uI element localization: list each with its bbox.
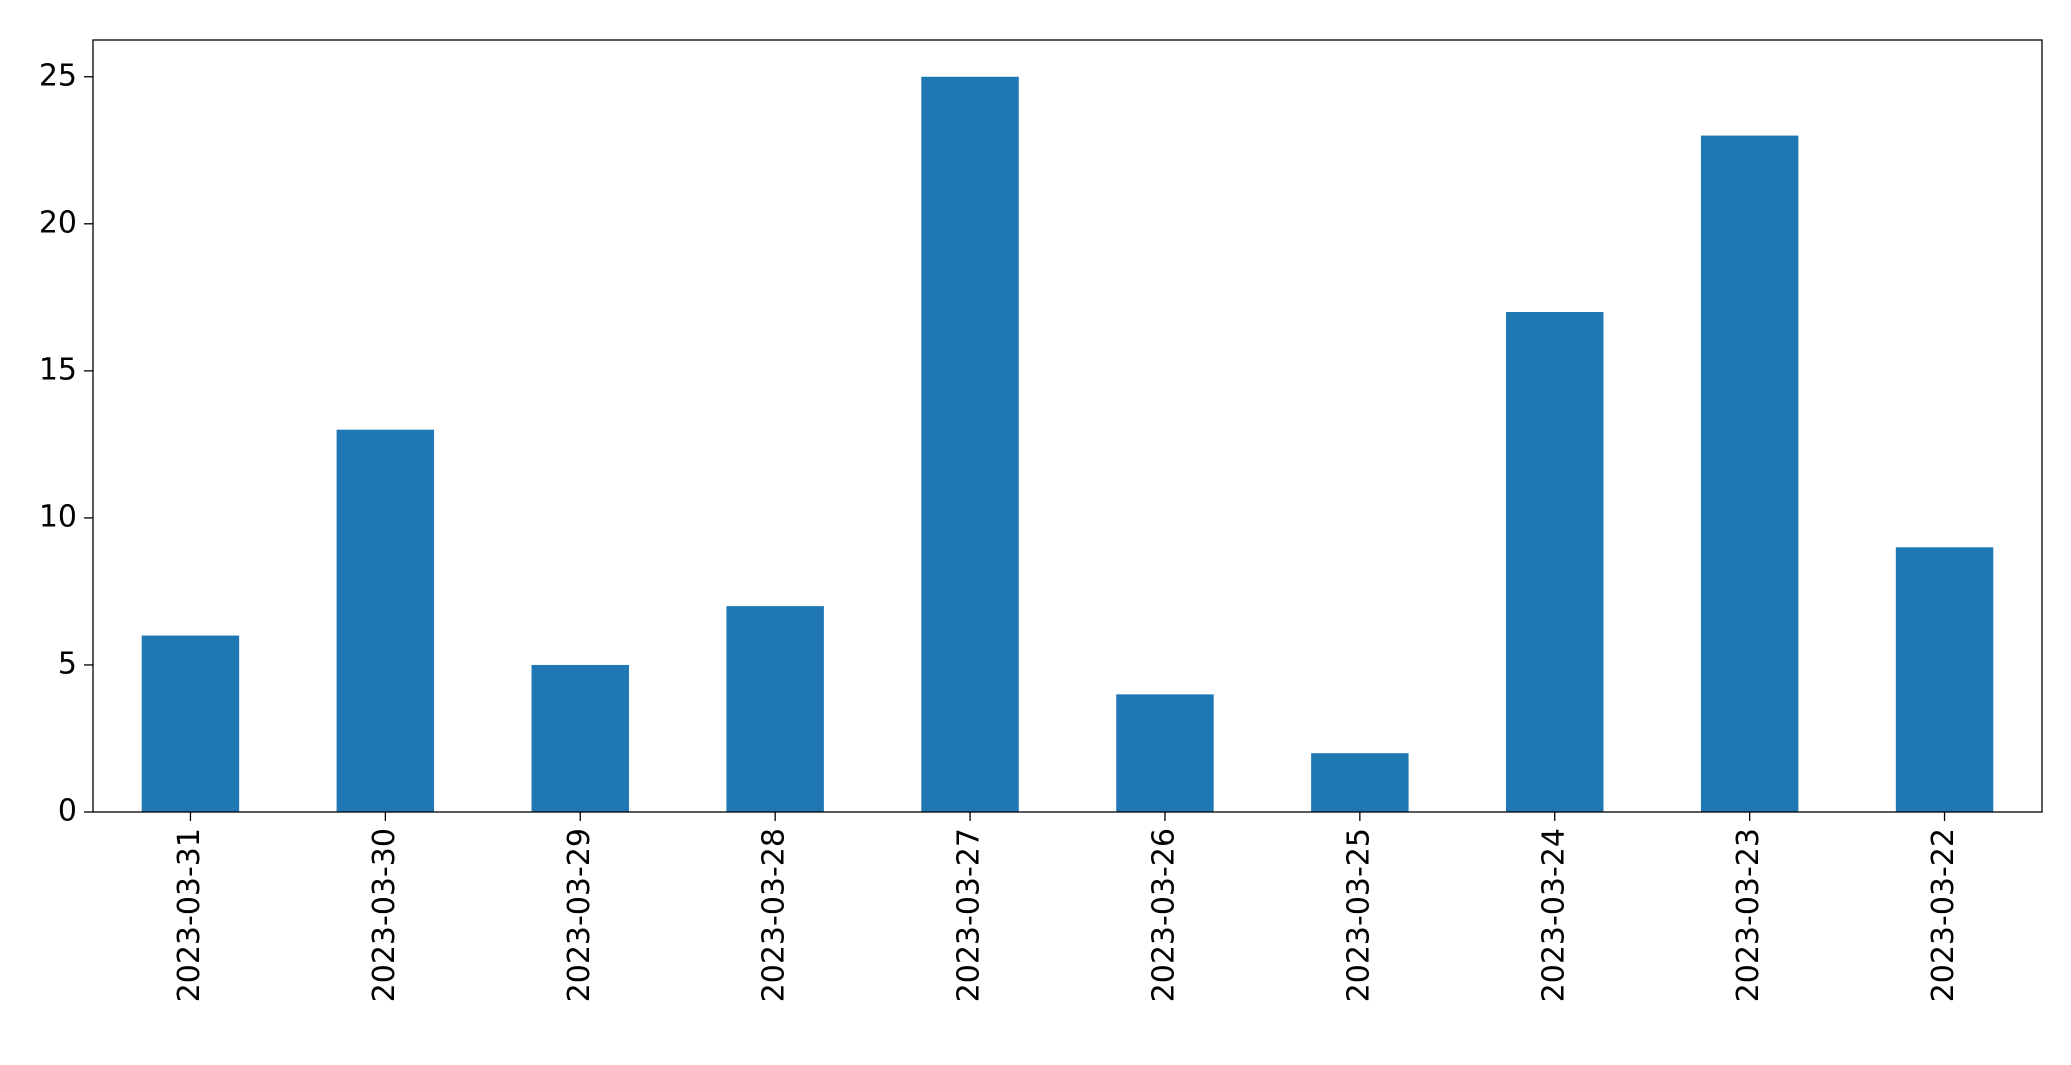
bar	[1116, 694, 1214, 812]
x-tick-label: 2023-03-29	[562, 828, 597, 1002]
x-tick-label: 2023-03-23	[1731, 828, 1766, 1002]
bar	[336, 429, 435, 812]
plot-frame	[92, 39, 2043, 813]
bar	[1895, 547, 1994, 812]
x-tick-label: 2023-03-30	[367, 828, 402, 1002]
y-tick-label: 25	[39, 58, 77, 93]
y-tick-label: 15	[39, 352, 77, 387]
x-tick-label: 2023-03-27	[952, 828, 987, 1002]
y-tick-label: 5	[58, 646, 77, 681]
x-tick-label: 2023-03-31	[172, 828, 207, 1002]
y-tick-label: 10	[39, 499, 77, 534]
bar	[726, 606, 824, 812]
x-tick-label: 2023-03-26	[1146, 828, 1181, 1002]
bar	[531, 664, 629, 812]
bar	[1506, 312, 1604, 812]
y-tick-label: 20	[39, 205, 77, 240]
bar	[921, 76, 1019, 812]
bar	[1311, 753, 1409, 812]
x-tick-label: 2023-03-28	[757, 828, 792, 1002]
bar	[1700, 135, 1799, 813]
y-tick-label: 0	[58, 794, 77, 829]
x-tick-label: 2023-03-24	[1536, 828, 1571, 1002]
bar	[141, 635, 240, 812]
x-tick-label: 2023-03-25	[1341, 828, 1376, 1002]
x-tick-label: 2023-03-22	[1926, 828, 1961, 1002]
